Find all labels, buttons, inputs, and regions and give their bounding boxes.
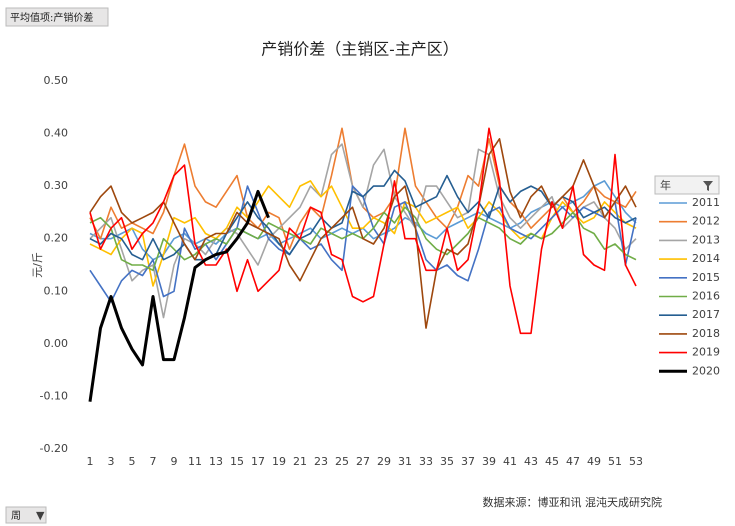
y-tick-label: -0.20 [40,442,68,455]
legend-label: 2014 [692,252,720,265]
legend-label: 2015 [692,271,720,284]
x-tick-label: 11 [188,455,202,468]
legend-label: 2018 [692,327,720,340]
y-axis-label: 元/斤 [31,252,44,278]
axis-field-button[interactable] [5,506,47,524]
x-tick-label: 25 [335,455,349,468]
pivot-field-button[interactable] [5,7,109,27]
x-tick-label: 41 [503,455,517,468]
y-tick-label: 0.30 [44,179,69,192]
y-tick-label: 0.00 [44,337,69,350]
series-line [89,127,637,335]
x-tick-label: 49 [587,455,601,468]
legend-label: 2016 [692,290,720,303]
x-tick-label: 29 [377,455,391,468]
legend-label: 2020 [692,364,720,377]
chart-title: 产销价差（主销区-主产区） [261,40,458,59]
y-tick-label: -0.10 [40,389,68,402]
pivot-field[interactable]: 平均值项:产销价差 [10,11,93,24]
x-tick-label: 5 [129,455,136,468]
legend-title: 年 [660,178,671,192]
x-tick-label: 23 [314,455,328,468]
x-tick-label: 15 [230,455,244,468]
x-tick-label: 9 [171,455,178,468]
y-tick-label: 0.20 [44,232,69,245]
legend-label: 2013 [692,233,720,246]
legend-label: 2011 [692,196,720,209]
x-tick-label: 51 [608,455,622,468]
x-tick-label: 35 [440,455,454,468]
y-tick-label: 0.50 [44,74,69,87]
legend-header[interactable] [654,175,720,195]
x-tick-label: 17 [251,455,265,468]
series-line [89,169,637,261]
x-tick-label: 21 [293,455,307,468]
x-tick-label: 19 [272,455,286,468]
source-note: 数据来源：博亚和讯 混沌天成研究院 [483,495,663,509]
series-line [88,189,270,402]
x-tick-label: 53 [629,455,643,468]
x-tick-label: 3 [108,455,115,468]
x-tick-label: 43 [524,455,538,468]
legend-label: 2017 [692,308,720,321]
x-tick-label: 39 [482,455,496,468]
filter-icon[interactable] [703,181,713,191]
x-tick-label: 45 [545,455,559,468]
x-tick-label: 7 [150,455,157,468]
legend-label: 2019 [692,346,720,359]
dropdown-arrow[interactable]: ▼ [36,509,45,522]
x-tick-label: 31 [398,455,412,468]
x-tick-label: 37 [461,455,475,468]
x-tick-label: 13 [209,455,223,468]
axis-field[interactable]: 周 [11,510,21,522]
series-line [89,138,637,329]
x-tick-label: 47 [566,455,580,468]
legend-label: 2012 [692,215,720,228]
x-tick-label: 27 [356,455,370,468]
y-tick-label: 0.10 [44,284,69,297]
x-tick-label: 33 [419,455,433,468]
y-tick-label: 0.40 [44,127,69,140]
x-tick-label: 1 [87,455,94,468]
